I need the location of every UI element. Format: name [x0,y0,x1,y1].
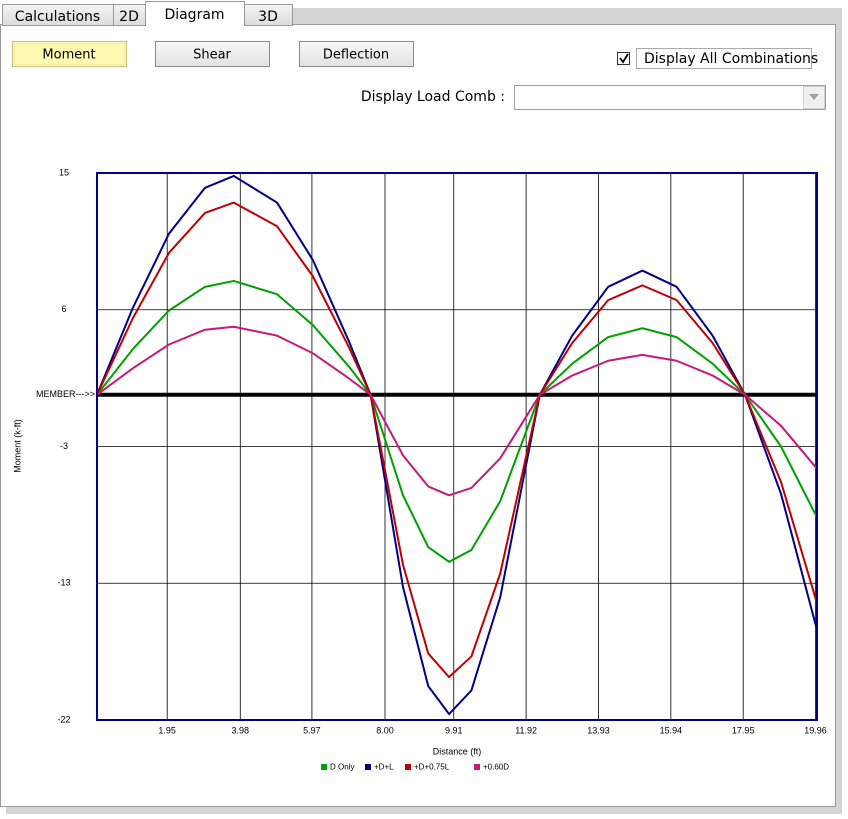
x-tick-label: 5.97 [303,725,321,735]
x-tick-label: 9.91 [445,725,463,735]
combo-arrow [809,94,819,100]
x-tick-label: 1.95 [158,725,176,735]
legend-swatch [474,764,480,770]
y-axis-title: Moment (k-ft) [12,419,22,473]
tab[interactable]: 3D [244,4,293,26]
tab-label[interactable]: 2D [119,9,139,25]
legend-label: +0.60D [483,763,509,772]
tab[interactable]: 2D [113,4,146,26]
button[interactable]: Moment [12,41,127,67]
tab[interactable]: Diagram [145,1,245,27]
legend-label: D Only [330,763,354,772]
tab-label[interactable]: Calculations [15,9,100,25]
series-line [96,325,818,497]
legend-label: +D+L [374,763,394,772]
button-label[interactable]: Moment [42,48,95,63]
legend-swatch [405,764,411,770]
x-tick-label: 17.95 [732,725,755,735]
button-label[interactable]: Deflection [323,48,389,63]
button-inner [14,43,125,65]
x-axis-title: Distance (ft) [433,746,482,756]
button-bg[interactable] [12,41,127,67]
y-tick-label: -13 [57,578,70,588]
button-row: Moment Shear Deflection [12,41,414,67]
member-label: MEMBER--->> [36,389,95,399]
combo-box[interactable] [514,85,826,110]
y-tick-label: -3 [60,441,68,451]
series-line [96,279,818,563]
tab-bg[interactable] [244,4,293,26]
legend-swatch [365,764,371,770]
y-tick-label: 6 [61,304,66,314]
x-tick-label: 11.92 [515,725,537,735]
button[interactable]: Deflection [299,41,414,67]
x-tick-label: 19.96 [804,725,827,735]
x-tick-label: 13.93 [587,725,610,735]
x-tick-label: 8.00 [376,725,394,735]
button-bg[interactable] [299,41,414,67]
x-tick-label: 3.98 [232,725,250,735]
plot-border [96,172,818,721]
y-tick-label: -22 [57,714,70,724]
checkmark [619,53,629,64]
tab[interactable]: Calculations [2,4,114,26]
combo-label: Display Load Comb : [361,89,505,105]
legend-label: +D+0.75L [414,763,450,772]
series-line [96,174,818,716]
x-tick-label: 15.94 [660,725,683,735]
combo-field[interactable] [514,85,826,110]
checkbox-group[interactable]: Display All Combinations [617,48,819,69]
legend: D Only +D+L +D+0.75L +0.60D [321,763,509,772]
tab-label[interactable]: 3D [258,9,278,25]
series-line [96,201,818,679]
tab-strip: Calculations 2D Diagram 3D [2,1,293,27]
y-tick-label: 15 [59,167,69,177]
button-bg[interactable] [155,41,270,67]
tab-label[interactable]: Diagram [164,7,224,23]
legend-swatch [321,764,327,770]
checkbox-label[interactable]: Display All Combinations [644,51,818,67]
button[interactable]: Shear [155,41,270,67]
tab-join [146,23,244,26]
chart: Distance (ft) Moment (k-ft) 15 6 -3 -13 -22 1… [12,167,826,771]
focus-rect [636,48,812,69]
plot-area [96,172,818,721]
button-label[interactable]: Shear [193,48,231,63]
